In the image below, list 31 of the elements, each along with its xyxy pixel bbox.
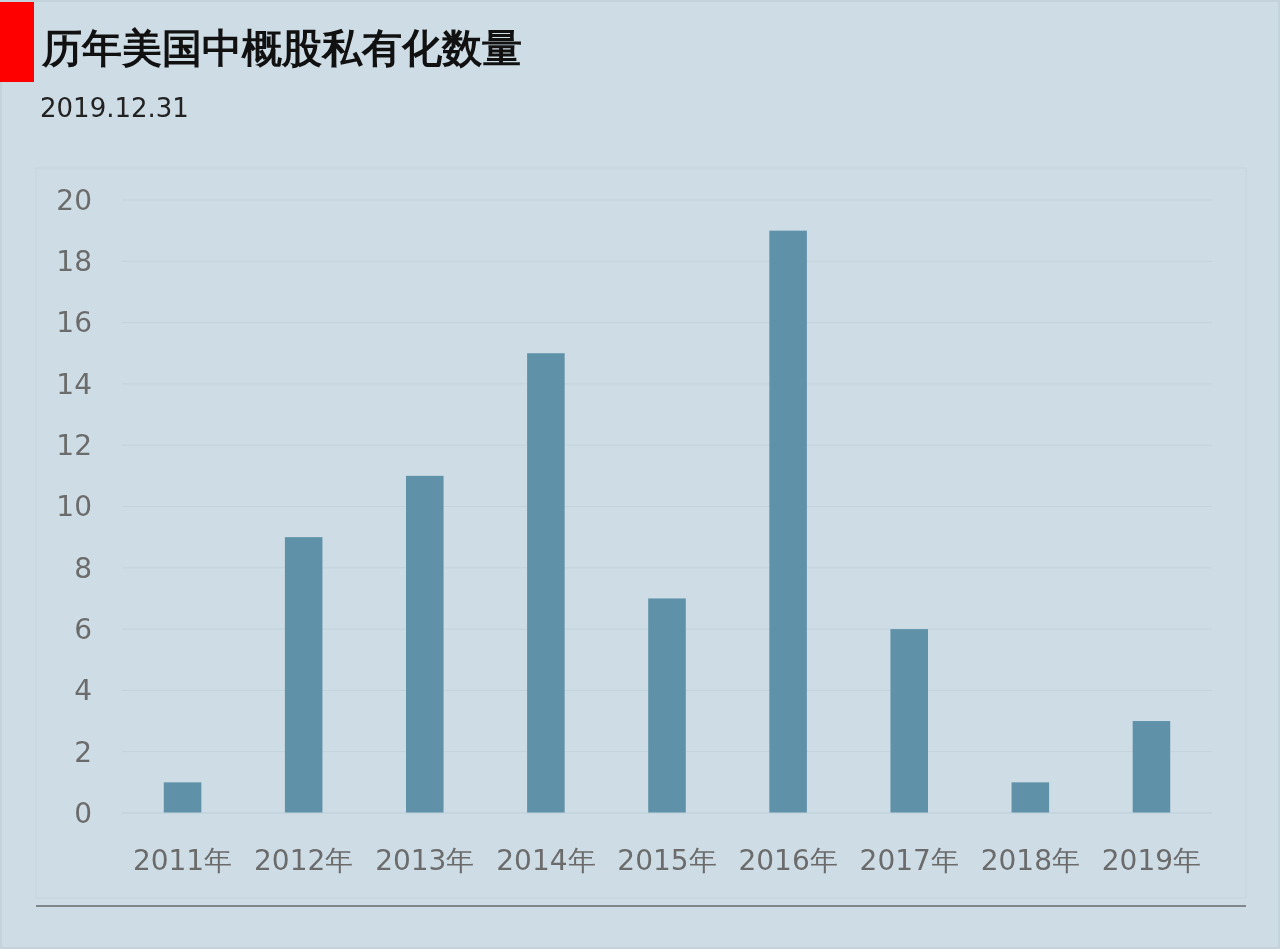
- y-tick-label: 14: [56, 367, 92, 401]
- x-tick-label: 2016年: [738, 844, 838, 877]
- x-tick-label: 2018年: [980, 844, 1080, 877]
- y-tick-label: 20: [56, 183, 92, 217]
- bar: [648, 598, 686, 813]
- bar: [527, 353, 565, 813]
- x-tick-label: 2014年: [496, 844, 596, 877]
- x-tick-label: 2015年: [617, 844, 717, 877]
- bar: [1132, 721, 1171, 813]
- bar: [890, 629, 928, 813]
- bar: [1011, 782, 1050, 813]
- bar: [163, 782, 202, 813]
- y-tick-label: 6: [74, 612, 92, 646]
- x-tick-label: 2013年: [375, 844, 475, 877]
- y-tick-label: 8: [74, 551, 92, 585]
- bar: [284, 537, 323, 813]
- y-tick-label: 18: [56, 245, 92, 279]
- x-tick-label: 2011年: [132, 844, 233, 877]
- y-tick-label: 0: [74, 796, 92, 830]
- chart-subtitle: 2019.12.31: [40, 93, 189, 123]
- chart-title: 历年美国中概股私有化数量: [41, 25, 522, 71]
- y-tick-label: 12: [56, 429, 92, 462]
- y-tick-label: 4: [74, 674, 92, 708]
- y-tick-label: 16: [56, 306, 92, 340]
- x-tick-label: 2017年: [859, 844, 959, 877]
- x-tick-label: 2012年: [254, 844, 354, 877]
- y-tick-label: 10: [56, 490, 92, 524]
- bar: [769, 230, 807, 813]
- x-tick-label: 2019年: [1101, 844, 1202, 877]
- y-tick-label: 2: [74, 735, 92, 769]
- bar: [406, 475, 444, 813]
